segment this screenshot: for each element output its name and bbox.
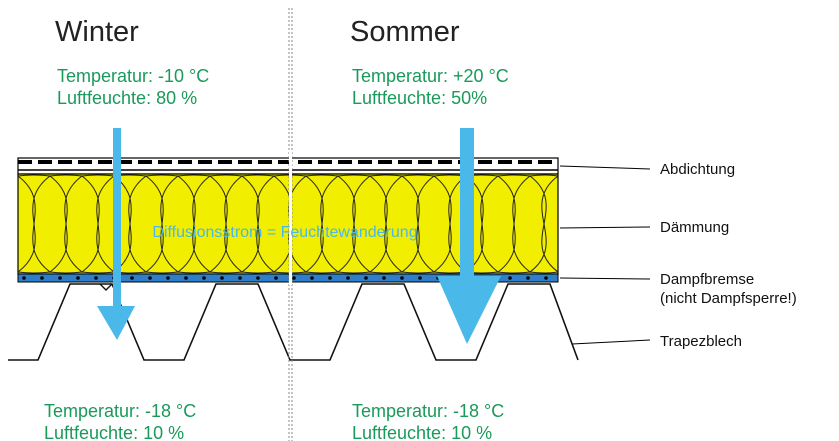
winter-bottom-temperature: Temperatur: -18 °C (44, 401, 196, 421)
winter-title: Winter (55, 16, 139, 48)
summer-title: Sommer (350, 16, 460, 48)
divider-gap (289, 150, 292, 285)
label-sealing: Abdichtung (660, 161, 735, 178)
summer-diffusion-arrow (437, 128, 501, 344)
diffusion-flow-label: Diffusionsstrom = Feuchtewanderung (152, 224, 417, 241)
summer-bottom-humidity: Luftfeuchte: 10 % (352, 423, 492, 441)
summer-top-humidity: Luftfeuchte: 50% (352, 88, 487, 108)
sealing-layer (17, 157, 559, 175)
summer-bottom-temperature: Temperatur: -18 °C (352, 401, 504, 421)
label-vapor-brake: Dampfbremse (660, 271, 754, 288)
winter-bottom-humidity: Luftfeuchte: 10 % (44, 423, 184, 441)
label-vapor-brake-note: (nicht Dampfsperre!) (660, 290, 797, 307)
label-trapezoidal-sheet: Trapezblech (660, 333, 742, 350)
sheet-notch (99, 283, 113, 291)
leader-lines (559, 165, 651, 345)
winter-top-humidity: Luftfeuchte: 80 % (57, 88, 197, 108)
summer-top-temperature: Temperatur: +20 °C (352, 66, 509, 86)
winter-top-temperature: Temperatur: -10 °C (57, 66, 209, 86)
trapezoidal-sheet (8, 283, 579, 361)
label-insulation: Dämmung (660, 219, 729, 236)
winter-diffusion-arrow (97, 128, 135, 340)
